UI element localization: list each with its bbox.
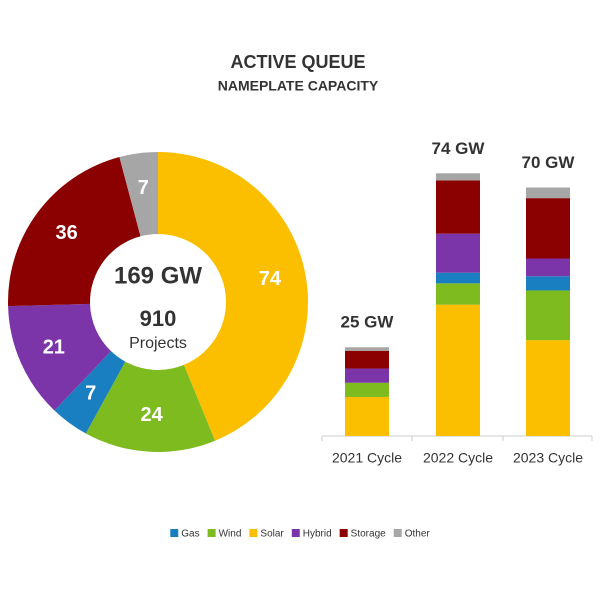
bar-segment xyxy=(345,350,389,369)
legend-swatch xyxy=(393,529,402,537)
bar-segment xyxy=(345,347,389,351)
center-value: 169 GW xyxy=(114,262,202,289)
legend-label: Other xyxy=(405,529,431,540)
slice-label: 7 xyxy=(85,382,96,404)
center-label: Projects xyxy=(129,335,187,352)
legend-swatch xyxy=(291,529,300,537)
bar-segment xyxy=(345,396,389,436)
bar-segment xyxy=(436,283,480,305)
x-tick-label: 2023 Cycle xyxy=(513,450,583,466)
legend-label: Gas xyxy=(181,529,199,540)
total-label: 74 GW xyxy=(432,139,486,158)
bar-segment xyxy=(526,276,570,291)
bar-segment xyxy=(436,180,480,234)
legend-swatch xyxy=(207,529,216,537)
pie-slice xyxy=(119,152,158,237)
slice-label: 74 xyxy=(259,268,282,290)
legend-swatch xyxy=(249,529,258,537)
bar-segment xyxy=(526,198,570,259)
legend-label: Hybrid xyxy=(303,529,332,540)
legend-label: Storage xyxy=(351,529,386,540)
slice-label: 21 xyxy=(43,337,65,359)
total-label: 70 GW xyxy=(522,153,576,172)
bar-segment xyxy=(345,382,389,397)
x-tick-label: 2022 Cycle xyxy=(423,450,493,466)
legend-swatch xyxy=(339,529,348,537)
chart-subtitle: NAMEPLATE CAPACITY xyxy=(218,78,379,94)
bar-segment xyxy=(436,304,480,436)
slice-label: 36 xyxy=(56,222,78,244)
pie-slice xyxy=(8,303,112,411)
x-tick-label: 2021 Cycle xyxy=(332,450,402,466)
center-count: 910 xyxy=(140,306,177,331)
pie-slice xyxy=(54,351,126,434)
pie-slice xyxy=(158,152,308,441)
bar-segment xyxy=(436,233,480,273)
bar-segment xyxy=(345,368,389,383)
chart-title: ACTIVE QUEUE xyxy=(230,52,365,72)
legend-swatch xyxy=(170,529,179,537)
bar-segment xyxy=(526,258,570,277)
slice-label: 7 xyxy=(138,177,149,199)
bar-segment xyxy=(526,340,570,436)
legend-label: Wind xyxy=(219,529,242,540)
bar-segment xyxy=(526,290,570,341)
bar-segment xyxy=(526,187,570,199)
slice-label: 24 xyxy=(141,404,164,426)
pie-slice xyxy=(7,157,141,307)
bar-segment xyxy=(436,272,480,284)
pie-slice xyxy=(85,361,216,453)
bar-segment xyxy=(436,173,480,181)
total-label: 25 GW xyxy=(341,313,395,332)
legend-label: Solar xyxy=(260,529,284,540)
